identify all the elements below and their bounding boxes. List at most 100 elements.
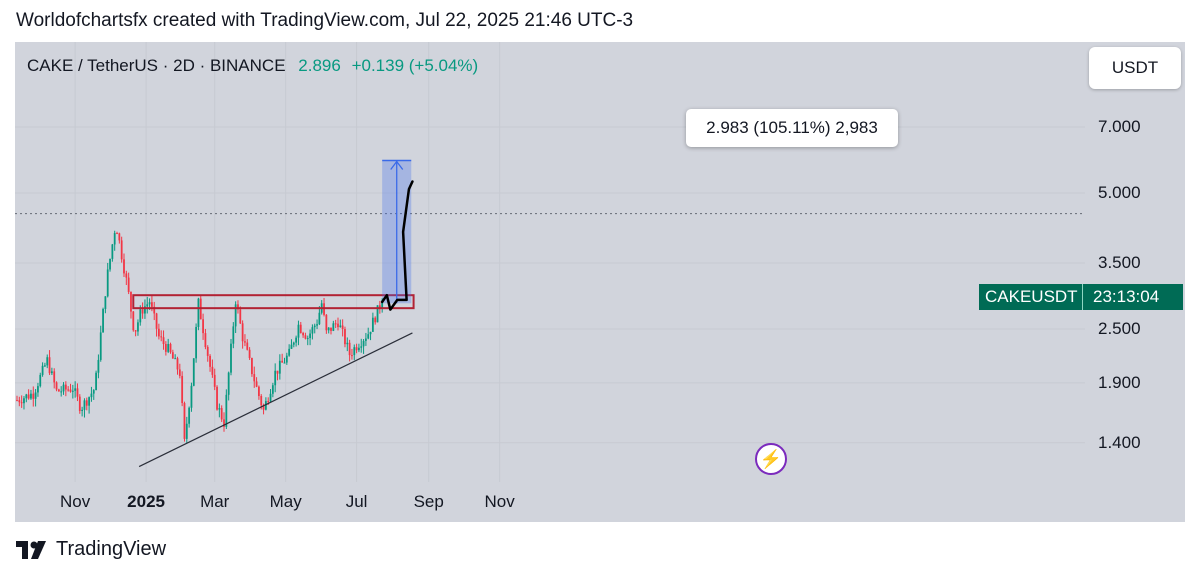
candle-body <box>353 347 356 356</box>
candle-body <box>253 374 256 382</box>
candle-body <box>57 389 60 392</box>
candle-body <box>332 323 335 331</box>
candle-body <box>276 370 279 374</box>
x-tick-label: Nov <box>60 492 91 511</box>
candle-body <box>278 360 281 374</box>
candle-body <box>88 397 91 406</box>
candle-body <box>339 325 342 328</box>
measure-label: 2.983 (105.11%) 2,983 <box>686 109 898 147</box>
measure-arrow-head <box>390 160 404 170</box>
candle-body <box>204 333 207 348</box>
candle-body <box>376 305 379 323</box>
candle-body <box>176 358 179 370</box>
candle-body <box>378 305 381 309</box>
candle-body <box>367 334 370 339</box>
candle-body <box>234 304 237 327</box>
candle-body <box>78 396 81 411</box>
candle-body <box>251 358 253 375</box>
candle-body <box>260 395 263 406</box>
candle-body <box>48 357 51 374</box>
candle-body <box>341 325 344 330</box>
candle-body <box>102 308 104 333</box>
candle-body <box>369 331 372 335</box>
candle-body <box>211 366 214 375</box>
candle-body <box>95 372 97 391</box>
candle-body <box>237 304 239 310</box>
candle-body <box>244 341 246 343</box>
candle-body <box>230 343 232 373</box>
candle-body <box>327 327 330 331</box>
candle-body <box>264 401 267 410</box>
candle-body <box>269 393 272 402</box>
currency-button[interactable]: USDT <box>1089 47 1181 89</box>
candle-body <box>125 273 128 278</box>
candle-body <box>262 405 265 410</box>
candle-body <box>81 409 84 411</box>
plot-area[interactable] <box>15 42 1085 482</box>
candle-body <box>374 317 377 323</box>
candle-body <box>381 300 384 309</box>
candle-body <box>162 337 165 344</box>
candle-body <box>62 384 65 392</box>
y-tick-label: 3.500 <box>1098 252 1141 272</box>
candle-body <box>216 386 218 410</box>
candle-body <box>313 325 316 328</box>
chart-caption: Worldofchartsfx created with TradingView… <box>16 10 634 31</box>
y-tick-label: 1.400 <box>1098 432 1141 452</box>
candle-body <box>351 355 353 357</box>
candle-body <box>113 233 116 245</box>
candle-body <box>30 393 32 399</box>
candle-body <box>146 304 149 307</box>
candle-body <box>53 371 56 383</box>
candle-body <box>169 343 172 353</box>
candle-body <box>288 348 291 356</box>
candle-body <box>18 400 21 403</box>
candle-body <box>83 400 86 410</box>
candle-body <box>46 357 49 366</box>
candle-body <box>157 328 160 337</box>
candle-body <box>197 298 200 327</box>
projection-drawing <box>380 180 414 311</box>
candle-body <box>181 375 184 404</box>
candle-body <box>185 423 188 439</box>
candle-body <box>116 233 118 235</box>
candle-body <box>171 352 174 359</box>
candle-body <box>318 312 321 325</box>
candle-body <box>20 402 23 404</box>
badge-countdown: 23:13:04 <box>1093 287 1160 306</box>
price-chart[interactable] <box>15 42 1085 482</box>
candle-body <box>271 385 274 394</box>
candle-body <box>337 323 339 328</box>
candle-body <box>41 365 44 375</box>
candle-body <box>316 324 318 326</box>
brand[interactable]: TradingView <box>16 538 166 561</box>
candle-body <box>183 403 186 439</box>
candle-body <box>134 330 137 332</box>
resistance-zone <box>132 294 415 310</box>
candle-body <box>206 347 209 356</box>
candle-body <box>60 391 63 393</box>
candle-body <box>365 338 367 341</box>
candle-body <box>109 258 111 270</box>
candle-body <box>97 359 100 373</box>
candle-body <box>120 240 123 260</box>
candle-body <box>137 322 139 332</box>
x-tick-label: Nov <box>484 492 515 511</box>
candle-body <box>213 374 216 387</box>
lightning-icon[interactable]: ⚡ <box>755 443 787 475</box>
candle-body <box>37 386 39 393</box>
candle-body <box>281 360 284 363</box>
candle-body <box>346 342 349 345</box>
candle-body <box>130 291 132 312</box>
candle-body <box>167 343 170 352</box>
candle-body <box>306 338 309 340</box>
candle-body <box>192 358 195 386</box>
badge-separator <box>1082 284 1083 310</box>
candle-body <box>174 358 177 360</box>
candle-body <box>104 296 107 309</box>
x-tick-label: Sep <box>413 492 444 511</box>
candle-body <box>39 374 42 387</box>
candle-body <box>99 332 102 360</box>
candle-body <box>55 382 58 390</box>
symbol-price: 2.896 <box>298 56 341 75</box>
